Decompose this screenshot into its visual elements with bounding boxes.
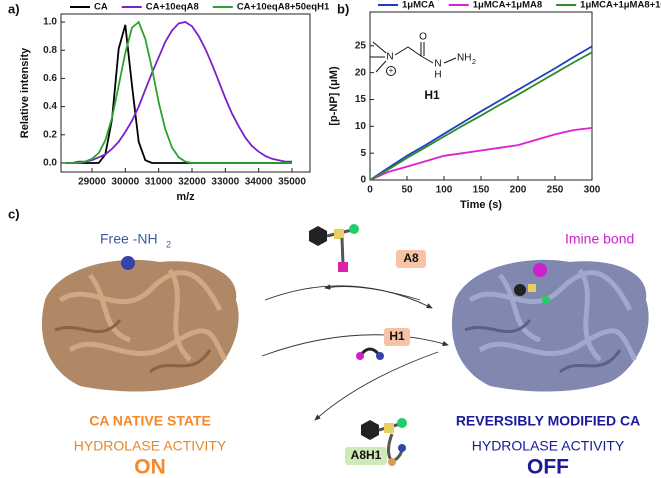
plot-frame: [369, 11, 593, 181]
x-tick-label: 50: [401, 185, 413, 196]
legend-label: 1μMCA+1μMA8: [473, 0, 542, 11]
y-tick-label: 10: [355, 121, 367, 132]
free-nh2-label: Free -NH: [100, 231, 158, 247]
atom-label: +: [389, 66, 394, 75]
x-tick-label: 250: [547, 185, 564, 196]
atom-label: O: [419, 32, 427, 43]
molecule-label: A8H1: [351, 448, 382, 462]
y-tick-label: 0.4: [43, 101, 57, 112]
x-tick-label: 0: [367, 185, 373, 196]
series-line: [369, 127, 593, 181]
x-tick-label: 35000: [278, 177, 306, 188]
molecule-label: H1: [389, 329, 405, 343]
panel-label: c): [8, 206, 20, 221]
x-tick-label: 300: [584, 185, 601, 196]
equilibrium-arrows: [261, 284, 449, 421]
x-tick-label: 32000: [178, 177, 206, 188]
atom-label: NH: [457, 53, 471, 64]
series-line: [369, 45, 593, 181]
legend-label: CA+10eqA8+50eqH1: [237, 2, 330, 13]
y-tick-label: 0.0: [43, 158, 57, 169]
x-axis-label: Time (s): [460, 199, 502, 211]
h1-icon: [356, 347, 384, 360]
x-axis-label: m/z: [176, 191, 195, 203]
plot-frame: [60, 13, 311, 173]
series-line: [65, 21, 292, 164]
imine-bond-label: Imine bond: [565, 231, 634, 247]
series-line: [369, 51, 593, 181]
state-title: REVERSIBLY MODIFIED CA: [456, 413, 640, 429]
a8h1-icon: [361, 418, 407, 466]
x-tick-label: 100: [436, 185, 453, 196]
activity-label: HYDROLASE ACTIVITY: [472, 438, 625, 454]
label-box: [384, 328, 410, 346]
panel-label: b): [337, 1, 349, 16]
atom-label: 2: [472, 59, 476, 66]
y-axis-label: Relative intensity: [19, 47, 31, 138]
series-line: [65, 24, 292, 164]
legend-label: 1μMCA+1μMA8+10μMH1: [580, 0, 661, 11]
y-tick-label: 15: [355, 94, 367, 105]
x-tick-label: 29000: [78, 177, 106, 188]
x-tick-label: 33000: [211, 177, 239, 188]
y-tick-label: 0.2: [43, 129, 57, 140]
activity-state: OFF: [527, 456, 569, 478]
series-line: [65, 20, 292, 164]
a8-icon: [309, 224, 359, 272]
label-box: [345, 447, 387, 465]
activity-state: ON: [134, 456, 166, 478]
y-tick-label: 1.0: [43, 17, 57, 28]
atom-label: H: [434, 70, 441, 81]
y-tick-label: 5: [360, 148, 366, 159]
x-tick-label: 30000: [111, 177, 139, 188]
legend-label: CA+10eqA8: [146, 2, 199, 13]
x-tick-label: 34000: [245, 177, 273, 188]
y-tick-label: 0: [360, 175, 366, 186]
atom-label: N: [386, 52, 393, 63]
modified-protein: [451, 259, 649, 392]
free-nh2-subscript: 2: [166, 239, 171, 249]
y-tick-label: 0.8: [43, 45, 57, 56]
x-tick-label: 31000: [145, 177, 173, 188]
y-tick-label: 25: [355, 40, 367, 51]
native-protein: [41, 256, 239, 392]
label-box: [396, 250, 426, 268]
state-title: CA NATIVE STATE: [89, 413, 211, 429]
molecule-label: A8: [403, 251, 419, 265]
atom-label: N: [434, 59, 441, 70]
panel-label: a): [8, 1, 20, 16]
x-tick-label: 150: [473, 185, 490, 196]
legend-label: CA: [94, 2, 108, 13]
activity-label: HYDROLASE ACTIVITY: [74, 438, 227, 454]
x-tick-label: 200: [510, 185, 527, 196]
y-tick-label: 20: [355, 67, 367, 78]
h1-structure: [370, 41, 457, 76]
legend-label: 1μMCA: [402, 0, 435, 11]
y-tick-label: 0.6: [43, 73, 57, 84]
inset-label: H1: [424, 88, 440, 102]
y-axis-label: [p-NP] (μM): [328, 66, 340, 126]
